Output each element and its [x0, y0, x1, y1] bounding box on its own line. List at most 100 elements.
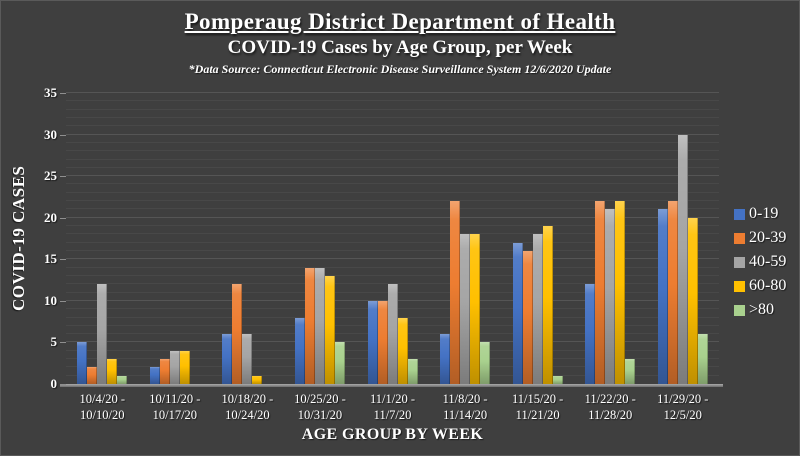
gridline-minor — [66, 183, 719, 185]
bar-4059 — [169, 350, 180, 384]
bar-group — [501, 93, 574, 384]
data-source-note: *Data Source: Connecticut Electronic Dis… — [188, 62, 612, 76]
gridline-minor — [66, 249, 719, 251]
gridline-minor — [66, 141, 719, 143]
bar-4059 — [605, 209, 616, 384]
bar-4059 — [387, 284, 398, 384]
bar-6080 — [615, 201, 626, 384]
bar-019 — [77, 342, 88, 384]
gridline-minor — [66, 116, 719, 118]
bar-80 — [480, 342, 491, 384]
legend-item: 60-80 — [734, 278, 786, 294]
bar-group — [139, 93, 212, 384]
bar-4059 — [314, 267, 325, 384]
legend-swatch-icon — [734, 232, 745, 244]
y-axis-tick — [60, 176, 66, 178]
gridline-major — [66, 92, 719, 93]
bar-group — [66, 93, 139, 384]
gridline-major — [66, 216, 719, 218]
bar-6080 — [687, 217, 698, 384]
x-axis: 10/4/20 - 10/10/20 10/11/20 - 10/17/20 10/… — [66, 391, 719, 425]
y-axis-tick-label: 25 — [44, 168, 57, 184]
legend: 0-19 20-39 40-59 60-80 >80 — [734, 206, 786, 326]
bar-group — [356, 93, 429, 384]
gridline-minor — [66, 283, 719, 285]
gridline-minor — [66, 100, 719, 102]
y-axis-tick — [60, 300, 66, 302]
bar-019 — [294, 317, 305, 384]
bar-019 — [149, 367, 160, 384]
legend-label: 0-19 — [749, 205, 779, 222]
bar-80 — [117, 375, 128, 384]
bar-80 — [334, 342, 345, 384]
bar-6080 — [542, 226, 553, 384]
gridline-minor — [66, 191, 719, 193]
bar-groups — [66, 93, 719, 384]
legend-item: 20-39 — [734, 230, 786, 246]
x-axis-tick-label: 11/8/20 - 11/14/20 — [442, 392, 488, 423]
gridline-major — [66, 258, 719, 260]
legend-label: 40-59 — [749, 253, 787, 270]
legend-swatch-icon — [734, 208, 745, 220]
bar-2039 — [87, 367, 98, 384]
bar-2039 — [522, 250, 533, 384]
gridline-minor — [66, 274, 719, 276]
y-axis-tick — [60, 342, 66, 344]
legend-item: 40-59 — [734, 254, 786, 270]
y-axis-tick — [60, 384, 66, 385]
bar-6080 — [397, 317, 408, 384]
legend-swatch-icon — [734, 304, 745, 316]
x-axis-tick-label: 11/29/20 - 12/5/20 — [657, 392, 709, 423]
gridline-minor — [66, 233, 719, 235]
y-axis-tick-label: 30 — [44, 126, 57, 142]
x-axis-title: AGE GROUP BY WEEK — [301, 426, 484, 443]
y-axis-tick-label: 0 — [50, 376, 58, 391]
gridline-minor — [66, 125, 719, 127]
page-title: Pomperaug District Department of Health — [184, 9, 616, 34]
bar-group — [647, 93, 720, 384]
x-axis-tick-label: 10/18/20 - 10/24/20 — [221, 392, 274, 423]
y-axis-tick — [60, 93, 66, 94]
bar-019 — [657, 209, 668, 384]
gridline-minor — [66, 241, 719, 243]
legend-swatch-icon — [734, 280, 745, 292]
bar-4059 — [242, 334, 253, 384]
bar-2039 — [667, 201, 678, 384]
legend-label: 20-39 — [749, 229, 787, 246]
bar-4059 — [97, 284, 108, 384]
bar-2039 — [232, 284, 243, 384]
gridline-major — [66, 175, 719, 177]
bar-6080 — [324, 275, 335, 384]
bar-2039 — [595, 201, 606, 384]
gridline-minor — [66, 150, 719, 152]
bar-80 — [552, 375, 563, 384]
bar-019 — [440, 334, 451, 384]
legend-label: 60-80 — [749, 277, 787, 294]
x-axis-tick-label: 11/1/20 - 11/7/20 — [370, 392, 416, 423]
gridline-minor — [66, 108, 719, 110]
chart-subtitle: COVID-19 Cases by Age Group, per Week — [227, 37, 573, 58]
y-axis-tick — [60, 134, 66, 136]
x-axis-tick-label: 10/4/20 - 10/10/20 — [79, 392, 126, 423]
bar-6080 — [179, 350, 190, 384]
gridline-minor — [66, 166, 719, 168]
gridline-minor — [66, 158, 719, 160]
bar-019 — [367, 300, 378, 384]
y-axis-tick — [60, 259, 66, 261]
bar-2039 — [377, 300, 388, 384]
bar-6080 — [470, 234, 481, 384]
bar-019 — [585, 284, 596, 384]
bar-group — [211, 93, 284, 384]
bar-4059 — [460, 234, 471, 384]
bar-4059 — [677, 134, 688, 384]
x-axis-line — [60, 384, 723, 387]
y-axis-tick-label: 35 — [44, 85, 57, 100]
bar-80 — [625, 359, 636, 384]
x-axis-tick-label: 11/22/20 - 11/28/20 — [584, 392, 636, 423]
bar-2039 — [304, 267, 315, 384]
bar-019 — [512, 242, 523, 384]
bar-group — [429, 93, 502, 384]
bar-group — [574, 93, 647, 384]
plot-area — [66, 92, 719, 384]
y-axis-tick — [60, 217, 66, 219]
